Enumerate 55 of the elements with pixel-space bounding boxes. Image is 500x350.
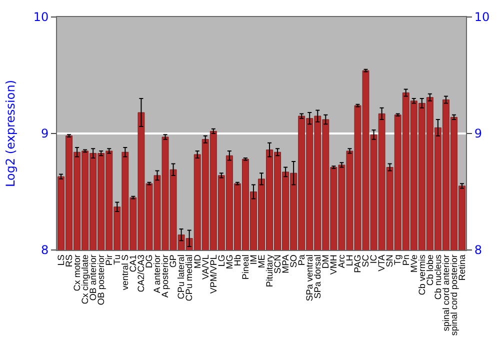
x-tick-label: CA1	[128, 254, 138, 272]
x-tick-label: Tu	[112, 254, 122, 265]
x-tick-label: SN	[384, 254, 395, 268]
x-tick-label: VA/VL	[200, 254, 210, 280]
x-tick-label: DM	[320, 254, 331, 269]
x-tick-label: A posterior	[160, 254, 170, 298]
x-tick-label: MD	[192, 254, 202, 269]
x-tick-label: Cb vermis	[416, 254, 427, 296]
x-tick-label: VMH	[328, 254, 339, 275]
x-tick-label: IC	[368, 254, 379, 264]
x-tick-label: SO	[288, 254, 299, 268]
x-tick-label: spinal cord anterior	[440, 254, 451, 332]
x-tick-label: VPM/VPL	[208, 254, 218, 294]
x-tick-label: Cx cingulate	[80, 254, 90, 304]
x-tick-label: IM	[248, 254, 258, 265]
x-tick-label: SC	[360, 254, 371, 268]
x-tick-label: LH	[344, 254, 355, 266]
x-tick-label: DG	[144, 254, 154, 268]
x-tick-label: A anterior	[152, 254, 162, 294]
x-tick-label: MVe	[408, 254, 419, 273]
x-tick-label: CPu medial	[184, 254, 194, 302]
x-tick-label: LG	[216, 254, 226, 267]
x-tick-label: GP	[168, 254, 178, 268]
x-tick-label: CA2/CA3	[136, 254, 146, 292]
y2-tick-label: 9	[474, 126, 482, 141]
x-tick-label: OB posterior	[96, 254, 106, 306]
x-tick-label: LS	[56, 254, 66, 266]
y-tick-label: 10	[33, 10, 49, 24]
x-tick-label: Pa	[296, 254, 307, 266]
x-tick-label: PAG	[352, 254, 363, 273]
x-tick-label: Cb nucleus	[432, 254, 443, 300]
y2-tick-label: 10	[474, 10, 490, 24]
y-axis-title: Log2 (expression)	[4, 80, 18, 187]
x-tick-label: Cx motor	[72, 254, 82, 292]
x-tick-label: Pituitary	[264, 254, 274, 288]
x-tick-label: Tg	[392, 254, 403, 266]
x-tick-label: Hb	[232, 254, 242, 266]
x-tick-label: MPA	[280, 254, 290, 274]
x-tick-label: Arc	[336, 254, 347, 268]
x-tick-label: VTA	[376, 254, 387, 272]
x-tick-label: OB anterior	[88, 254, 98, 301]
x-tick-label: Cb lobe	[424, 254, 435, 286]
x-tick-label: SPa dorsal	[312, 254, 323, 299]
x-tick-label: ME	[256, 254, 266, 268]
x-tick-label: MG	[224, 254, 234, 270]
x-tick-label: CPu lateral	[176, 254, 186, 300]
x-tick-label: Retina	[456, 254, 467, 281]
y-tick-label: 8	[40, 243, 49, 258]
x-tick-label: Pir	[104, 254, 114, 266]
y-tick-label: 9	[40, 126, 49, 141]
x-tick-label: ventral S	[120, 254, 130, 290]
x-tick-label: Pineal	[240, 254, 250, 280]
x-tick-label: RS	[64, 254, 74, 268]
y2-tick-label: 8	[474, 243, 482, 258]
x-tick-label: SPa ventral	[304, 254, 315, 302]
